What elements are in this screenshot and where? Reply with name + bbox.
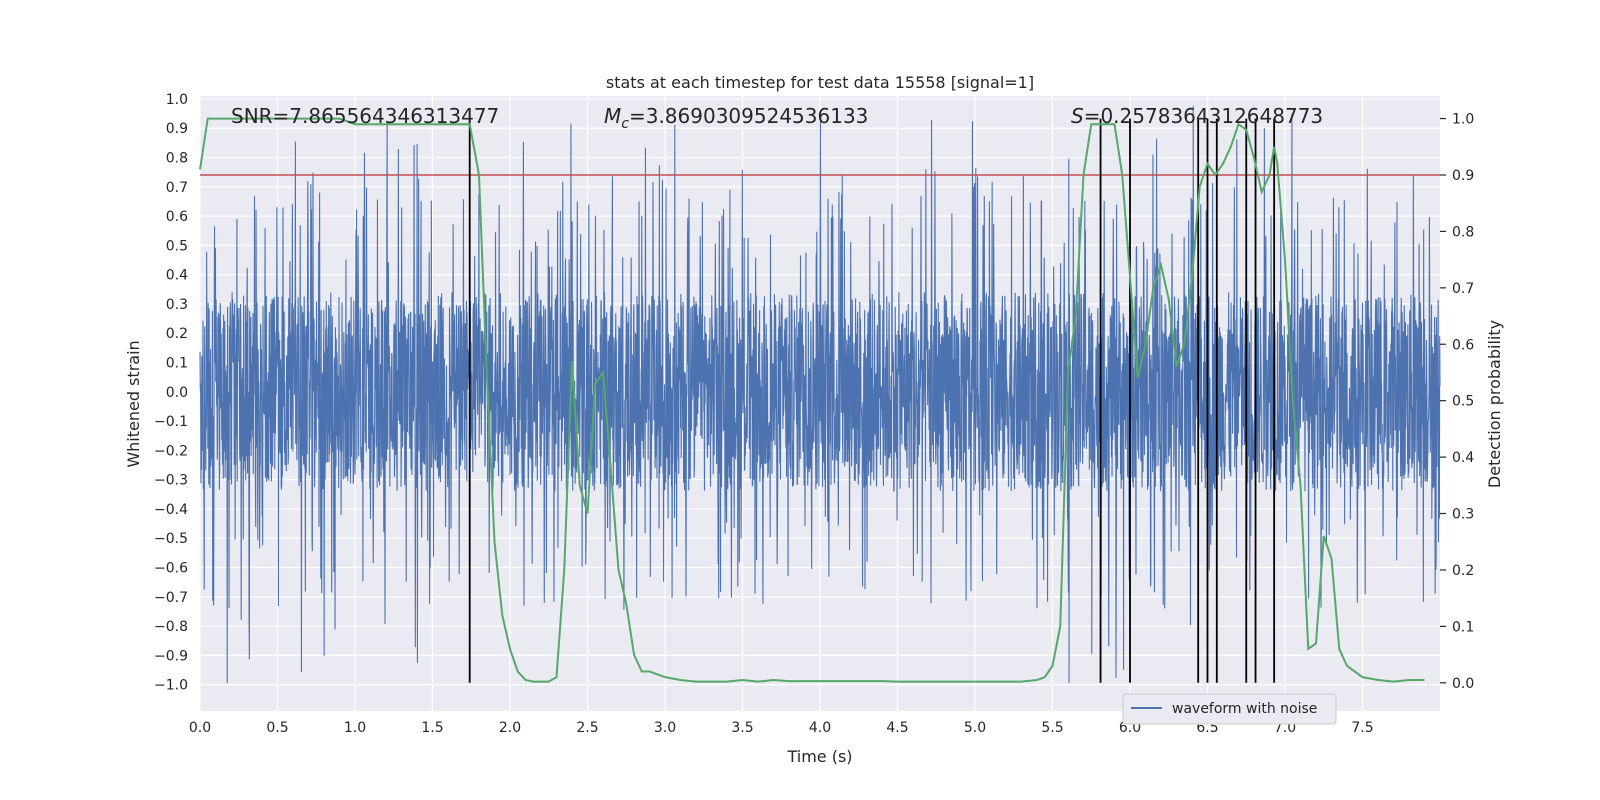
y-tick-label-right-4: 0.4 — [1452, 450, 1474, 466]
y-tick-label-right-6: 0.6 — [1452, 337, 1474, 353]
mc-value: =3.8690309524536133 — [629, 104, 868, 128]
x-tick-label-3: 1.5 — [421, 720, 443, 736]
legend-box — [1122, 693, 1337, 725]
y-tick-label-left-11: −0.1 — [154, 414, 188, 430]
tick-labels: 0.0 0.5 1.0 1.5 2.0 2.5 3.0 3.5 4.0 4.5 5.0 5.5 6.0 6… — [154, 92, 1474, 736]
y-tick-label-right-10: 1.0 — [1452, 112, 1474, 128]
y-tick-label-left-1: 0.9 — [166, 121, 188, 137]
waveform-line — [199, 106, 1441, 683]
y-tick-label-right-0: 0.0 — [1452, 676, 1474, 692]
s-symbol: S — [1071, 104, 1084, 128]
y-tick-label-right-3: 0.3 — [1452, 507, 1474, 523]
y-tick-label-left-5: 0.5 — [166, 238, 188, 254]
y-tick-label-left-19: −0.9 — [154, 648, 188, 664]
y-tick-label-left-8: 0.2 — [166, 326, 188, 342]
y-tick-label-left-4: 0.6 — [166, 209, 188, 225]
chart-title: stats at each timestep for test data 155… — [606, 73, 1034, 92]
snr-annotation: SNR=7.865564346313477 — [231, 104, 499, 128]
s-value: =0.2578364312648773 — [1084, 104, 1323, 128]
x-tick-label-0: 0.0 — [189, 720, 211, 736]
mc-subscript: c — [621, 116, 629, 132]
x-axis-label: Time (s) — [786, 747, 852, 766]
y-tick-label-left-15: −0.5 — [154, 531, 188, 547]
x-tick-label-6: 3.0 — [654, 720, 676, 736]
y-tick-label-right-2: 0.2 — [1452, 563, 1474, 579]
y-tick-label-left-12: −0.2 — [154, 443, 188, 459]
y-tick-label-left-10: 0.0 — [166, 385, 188, 401]
x-tick-label-8: 4.0 — [809, 720, 831, 736]
y-tick-label-right-1: 0.1 — [1452, 619, 1474, 635]
y-axis-label-left: Whitened strain — [124, 340, 143, 467]
detection-probability-line — [199, 117, 1425, 683]
y-tick-label-left-7: 0.3 — [166, 297, 188, 313]
y-tick-label-left-13: −0.3 — [154, 473, 188, 489]
x-tick-label-10: 5.0 — [964, 720, 986, 736]
y-tick-label-right-8: 0.8 — [1452, 224, 1474, 240]
detection-probability-series — [199, 117, 1425, 683]
y-tick-label-left-14: −0.4 — [154, 502, 188, 518]
y-tick-label-left-3: 0.7 — [166, 180, 188, 196]
mc-symbol: M — [604, 104, 621, 128]
legend: waveform with noise — [1122, 693, 1337, 725]
y-tick-label-left-20: −1.0 — [154, 678, 188, 694]
x-tick-label-11: 5.5 — [1041, 720, 1063, 736]
legend-label: waveform with noise — [1172, 701, 1317, 717]
x-tick-label-7: 3.5 — [731, 720, 753, 736]
x-tick-label-5: 2.5 — [576, 720, 598, 736]
y-tick-label-right-9: 0.9 — [1452, 168, 1474, 184]
mc-annotation: Mc=3.8690309524536133 — [604, 104, 868, 132]
x-tick-label-9: 4.5 — [886, 720, 908, 736]
y-tick-label-left-0: 1.0 — [166, 92, 188, 108]
y-axis-label-right: Detection probability — [1485, 320, 1504, 488]
y-tick-label-right-7: 0.7 — [1452, 281, 1474, 297]
y-tick-label-left-17: −0.7 — [154, 590, 188, 606]
event-lines — [468, 118, 1276, 683]
y-tick-label-left-6: 0.4 — [166, 268, 188, 284]
x-tick-label-15: 7.5 — [1351, 720, 1373, 736]
s-annotation: S=0.2578364312648773 — [1071, 104, 1323, 128]
y-tick-label-left-2: 0.8 — [166, 151, 188, 167]
y-tick-label-left-18: −0.8 — [154, 619, 188, 635]
x-tick-label-4: 2.0 — [499, 720, 521, 736]
y-tick-label-left-16: −0.6 — [154, 561, 188, 577]
x-tick-label-2: 1.0 — [344, 720, 366, 736]
y-tick-label-left-9: 0.1 — [166, 356, 188, 372]
y-tick-label-right-5: 0.5 — [1452, 394, 1474, 410]
x-tick-label-1: 0.5 — [266, 720, 288, 736]
waveform-with-noise-series — [199, 106, 1441, 683]
